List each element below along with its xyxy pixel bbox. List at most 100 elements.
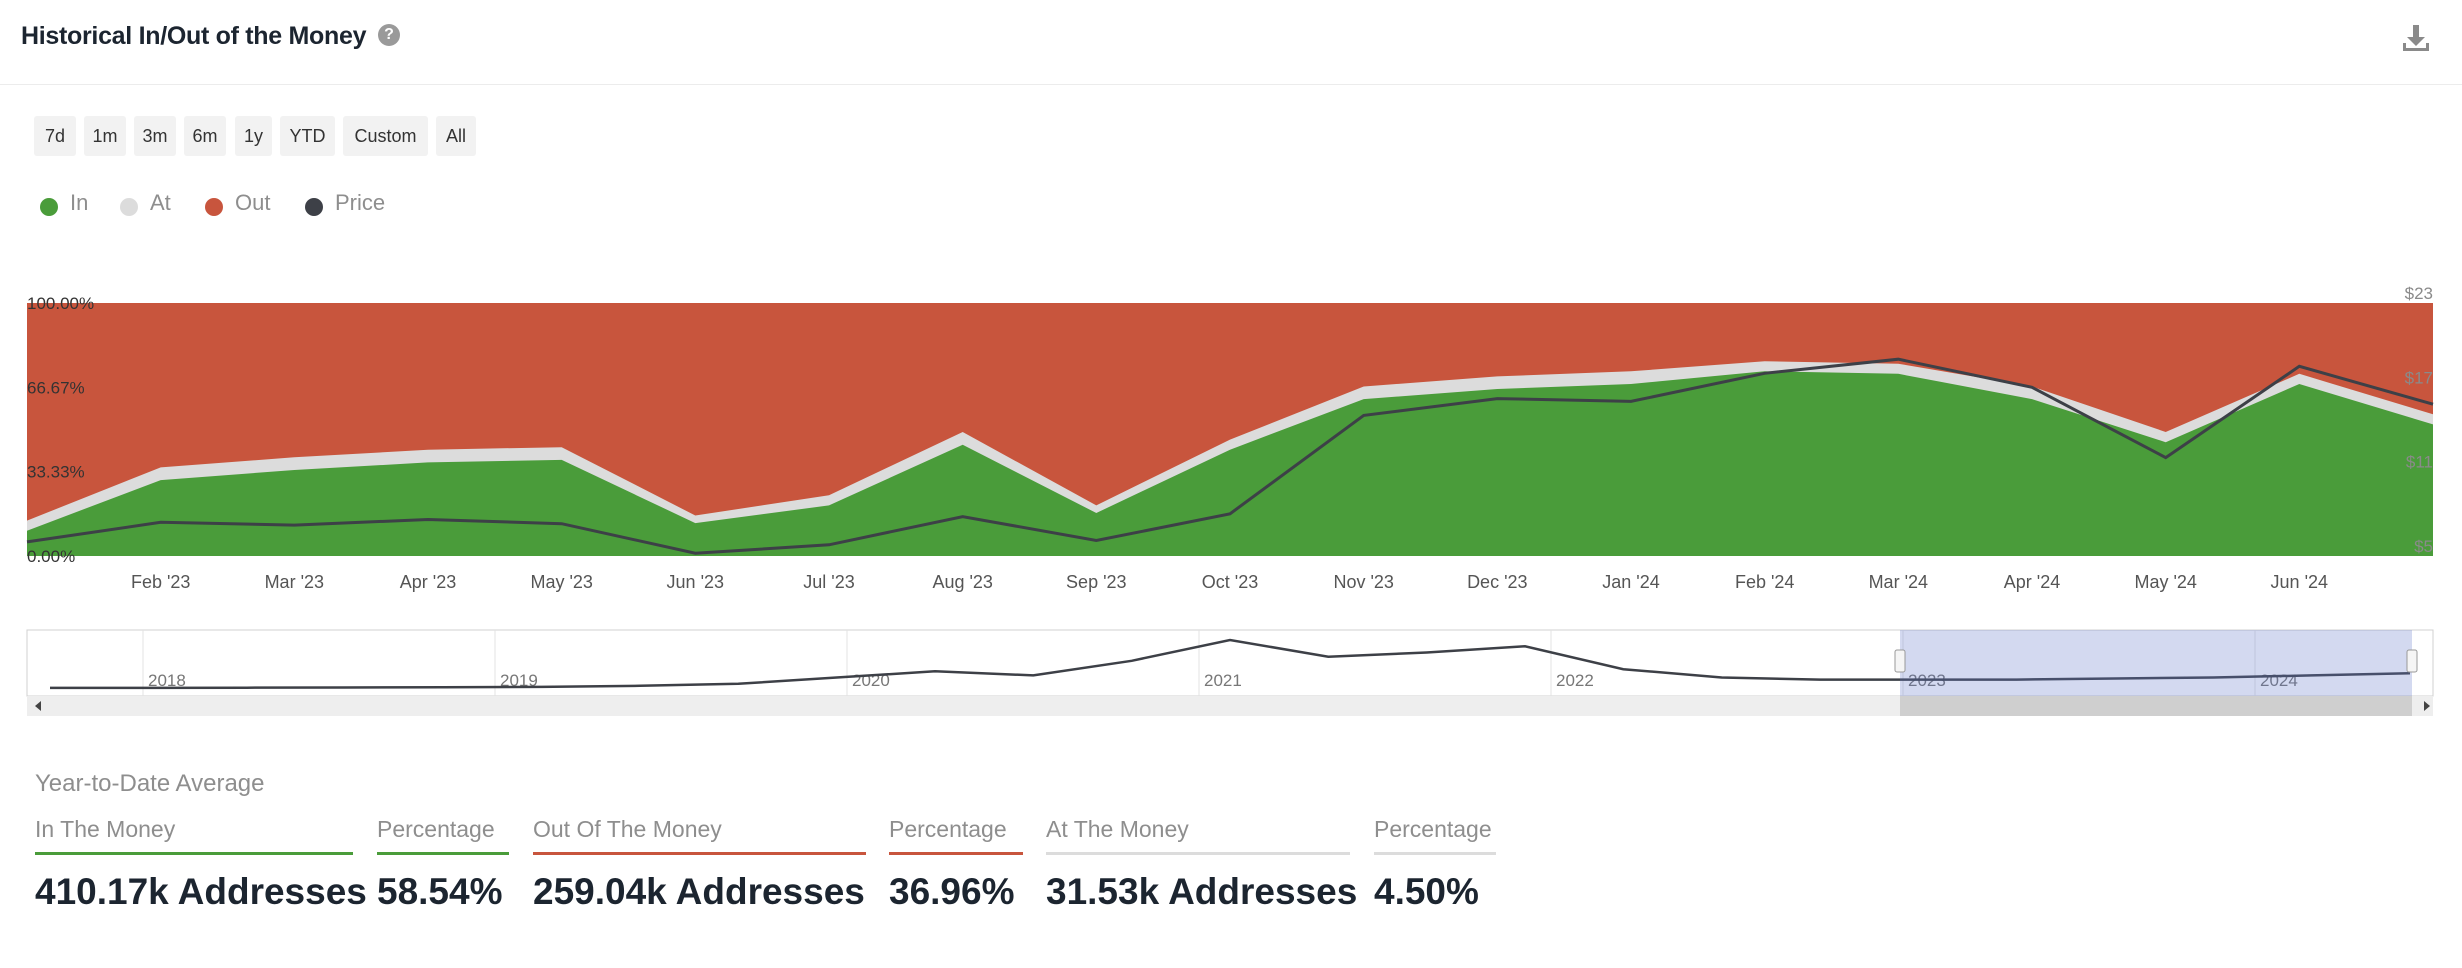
stat-value: 4.50% — [1374, 871, 1479, 912]
x-tick-label: Jun '23 — [667, 572, 724, 592]
price-point[interactable] — [558, 520, 566, 528]
navigator-year-label: 2019 — [500, 671, 538, 690]
legend-dot-in — [40, 198, 58, 216]
legend-dot-out — [205, 198, 223, 216]
navigator: 2018201920202021202220232024 — [0, 628, 2462, 720]
scroll-right-icon[interactable] — [2424, 701, 2430, 711]
range-button-1m[interactable]: 1m — [84, 116, 126, 156]
question-circle-icon[interactable]: ? — [378, 24, 400, 46]
range-button-1y[interactable]: 1y — [235, 116, 272, 156]
stat-underline — [377, 852, 509, 855]
stats-panel: Year-to-Date Average In The Money 410.17k… — [0, 770, 2462, 950]
range-button-custom[interactable]: Custom — [343, 116, 428, 156]
price-point[interactable] — [2429, 400, 2437, 408]
stat-value: 36.96% — [889, 871, 1015, 912]
download-icon[interactable] — [2400, 22, 2432, 54]
price-point[interactable] — [157, 518, 165, 526]
navigator-handle-left[interactable] — [1894, 649, 1906, 673]
x-tick-label: Jul '23 — [803, 572, 854, 592]
stats-title: Year-to-Date Average — [35, 770, 265, 797]
navigator-selection[interactable] — [1900, 630, 2412, 696]
price-point[interactable] — [2028, 383, 2036, 391]
x-tick-label: Mar '23 — [265, 572, 324, 592]
price-point[interactable] — [1226, 510, 1234, 518]
stat-value: 31.53k Addresses — [1046, 871, 1358, 912]
stat-underline — [889, 852, 1023, 855]
stat-underline — [533, 852, 866, 855]
navigator-year-label: 2022 — [1556, 671, 1594, 690]
price-point[interactable] — [959, 513, 967, 521]
price-point[interactable] — [691, 549, 699, 557]
price-point[interactable] — [825, 541, 833, 549]
stat-header: At The Money — [1046, 816, 1189, 842]
card-header: Historical In/Out of the Money ? — [0, 0, 2462, 85]
stat-header: Percentage — [1374, 816, 1492, 842]
stat-underline — [1046, 852, 1350, 855]
stat-header: Percentage — [377, 816, 495, 842]
x-tick-label: Jan '24 — [1602, 572, 1659, 592]
x-tick-label: Jun '24 — [2271, 572, 2328, 592]
x-tick-label: Nov '23 — [1333, 572, 1393, 592]
price-point[interactable] — [23, 538, 31, 546]
y-right-tick-label: $11 — [2406, 453, 2433, 472]
price-point[interactable] — [424, 516, 432, 524]
x-tick-label: Dec '23 — [1467, 572, 1527, 592]
y-left-tick-label: 33.33% — [27, 463, 85, 482]
x-tick-label: May '24 — [2134, 572, 2196, 592]
stat-column: In The Money 410.17k Addresses — [35, 816, 367, 913]
stat-header: In The Money — [35, 816, 176, 842]
x-tick-label: Mar '24 — [1869, 572, 1928, 592]
stat-value: 410.17k Addresses — [35, 871, 367, 912]
stat-column: Percentage 36.96% — [889, 816, 1023, 913]
y-left-tick-label: 66.67% — [27, 378, 85, 397]
x-tick-label: Feb '24 — [1735, 572, 1794, 592]
legend-dot-price — [305, 198, 323, 216]
page-title: Historical In/Out of the Money — [21, 22, 367, 50]
range-button-7d[interactable]: 7d — [34, 116, 76, 156]
x-tick-label: Feb '23 — [131, 572, 190, 592]
navigator-svg: 2018201920202021202220232024 — [26, 629, 2434, 716]
price-point[interactable] — [1092, 537, 1100, 545]
scroll-left-icon[interactable] — [35, 701, 41, 711]
range-button-6m[interactable]: 6m — [184, 116, 226, 156]
price-point[interactable] — [1627, 397, 1635, 405]
y-right-tick-label: $17 — [2405, 368, 2433, 387]
legend-item-price[interactable]: Price — [335, 190, 386, 215]
y-left-tick-label: 0.00% — [27, 547, 75, 566]
stat-header: Out Of The Money — [533, 816, 722, 842]
navigator-price-line — [50, 638, 2411, 690]
price-point[interactable] — [290, 521, 298, 529]
y-right-tick-label: $23 — [2405, 284, 2433, 303]
stat-column: At The Money 31.53k Addresses — [1046, 816, 1358, 913]
x-tick-label: Oct '23 — [1202, 572, 1258, 592]
price-point[interactable] — [1761, 369, 1769, 377]
price-point[interactable] — [2295, 362, 2303, 370]
price-line — [26, 357, 2434, 555]
main-chart-svg: 0.00% 33.33% 66.67% 100.00% $5 $11 $17 $23 Feb '… — [23, 284, 2437, 592]
range-button-all[interactable]: All — [436, 116, 476, 156]
y-right-tick-label: $5 — [2414, 537, 2433, 556]
x-tick-label: Apr '23 — [400, 572, 456, 592]
x-tick-label: Apr '24 — [2004, 572, 2060, 592]
legend-item-in[interactable]: In — [70, 190, 89, 215]
price-point[interactable] — [1360, 411, 1368, 419]
price-point[interactable] — [1894, 355, 1902, 363]
x-tick-label: Aug '23 — [932, 572, 993, 592]
y-left-tick-label: 100.00% — [27, 294, 94, 313]
navigator-scrollbar-thumb[interactable] — [1900, 696, 2412, 716]
navigator-scrollbar-track[interactable] — [27, 696, 2433, 716]
main-chart: 0.00% 33.33% 66.67% 100.00% $5 $11 $17 $23 Feb '… — [0, 270, 2462, 610]
in-area — [27, 371, 2433, 556]
legend-item-at[interactable]: At — [150, 190, 171, 215]
range-button-ytd[interactable]: YTD — [280, 116, 335, 156]
legend-dot-at — [120, 198, 138, 216]
navigator-year-label: 2018 — [148, 671, 186, 690]
legend-item-out[interactable]: Out — [235, 190, 271, 215]
stat-column: Out Of The Money 259.04k Addresses — [533, 816, 866, 913]
navigator-handle-right[interactable] — [2406, 649, 2418, 673]
range-button-3m[interactable]: 3m — [134, 116, 176, 156]
price-point[interactable] — [1493, 395, 1501, 403]
x-tick-label: Sep '23 — [1066, 572, 1127, 592]
price-point[interactable] — [2162, 454, 2170, 462]
navigator-year-label: 2021 — [1204, 671, 1242, 690]
